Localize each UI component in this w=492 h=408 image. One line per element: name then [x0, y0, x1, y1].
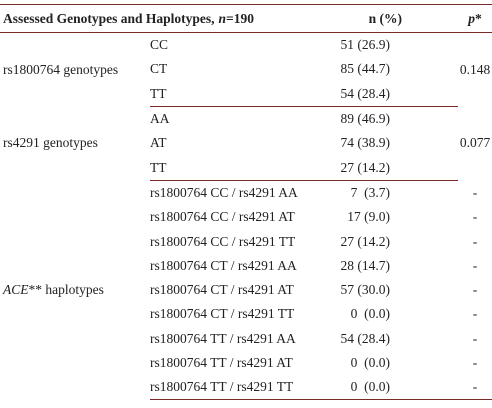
- text-part: *: [475, 10, 482, 26]
- genotype: CT: [150, 61, 168, 77]
- table-row: rs1800764 TT / rs4291 AA 54 (28.4) -: [0, 327, 492, 351]
- table-body: rs1800764 genotypes CC 51 (26.9) 0.148 CT 85 …: [0, 33, 492, 401]
- n-percent: 0 (0.0): [340, 375, 458, 401]
- table-row: rs1800764 TT / rs4291 AT 0 (0.0) -: [0, 351, 492, 375]
- genotype: rs1800764 CC / rs4291 AT: [150, 209, 295, 225]
- p-value: -: [472, 184, 478, 200]
- n-percent: 85 (44.7): [340, 61, 391, 77]
- text-part: =190: [226, 10, 254, 26]
- genotype: TT: [150, 81, 340, 107]
- text-part: ACE: [3, 282, 29, 298]
- genotype: rs1800764 TT / rs4291 AT: [150, 355, 293, 370]
- p-value: -: [472, 233, 478, 249]
- table-row: rs1800764 genotypes CC 51 (26.9) 0.148: [0, 33, 492, 77]
- genotype: rs1800764 CT / rs4291 AT: [150, 282, 294, 298]
- genotype: rs1800764 CC / rs4291 TT: [150, 233, 296, 249]
- group-label: rs1800764 genotypes: [0, 33, 150, 107]
- p-value: -: [472, 355, 478, 370]
- group-label: ACE** haplotypes: [0, 180, 150, 400]
- p-value: -: [458, 375, 492, 401]
- text-part: Assessed Genotypes and Haplotypes,: [3, 10, 215, 26]
- genotype: rs1800764 CC / rs4291 AA: [150, 184, 298, 200]
- genotype: rs1800764 TT / rs4291 TT: [150, 375, 340, 401]
- table-row: rs4291 genotypes AA 89 (46.9) 0.077: [0, 106, 492, 150]
- text-part: p: [468, 10, 475, 26]
- n-percent: 0 (0.0): [350, 306, 390, 322]
- header-row: Assessed Genotypes and Haplotypes, n=190 n…: [0, 4, 492, 33]
- p-value: -: [472, 209, 478, 225]
- genotype: rs1800764 TT / rs4291 AA: [150, 330, 296, 346]
- n-percent: 0 (0.0): [350, 355, 390, 370]
- p-value: -: [472, 282, 478, 298]
- n-percent: 74 (38.9): [340, 135, 391, 151]
- table-row: TT 54 (28.4): [0, 81, 492, 107]
- table-row: CT 85 (44.7): [0, 57, 492, 81]
- n-percent: 7 (3.7): [350, 184, 390, 200]
- header-p: p*: [458, 4, 492, 33]
- table-row: rs1800764 TT / rs4291 TT 0 (0.0) -: [0, 375, 492, 401]
- n-percent: 27 (14.2): [340, 155, 458, 181]
- text-part: rs1800764 genotypes: [3, 61, 119, 77]
- table-row: rs1800764 CC / rs4291 AT 17 (9.0) -: [0, 205, 492, 229]
- p-value: 0.077: [459, 135, 491, 151]
- n-percent: 27 (14.2): [340, 233, 391, 249]
- header-n-percent: n (%): [340, 4, 458, 33]
- table-row: AT 74 (38.9): [0, 131, 492, 155]
- genotype: AA: [150, 111, 170, 127]
- p-value: -: [472, 330, 478, 346]
- text-part: ** haplotypes: [28, 282, 104, 298]
- n-percent: 89 (46.9): [340, 111, 391, 127]
- table-row: rs1800764 CT / rs4291 TT 0 (0.0) -: [0, 302, 492, 326]
- table-row: rs1800764 CC / rs4291 TT 27 (14.2) -: [0, 229, 492, 253]
- text-part: rs4291 genotypes: [3, 135, 98, 151]
- genotype: rs1800764 CT / rs4291 AA: [150, 257, 297, 273]
- genotype: AT: [150, 135, 167, 151]
- table-row: TT 27 (14.2): [0, 155, 492, 181]
- n-percent: 54 (28.4): [340, 81, 458, 107]
- p-value: 0.148: [459, 61, 491, 77]
- table-row: ACE** haplotypes rs1800764 CC / rs4291 AA…: [0, 180, 492, 297]
- p-value: -: [472, 257, 478, 273]
- n-percent: 51 (26.9): [340, 37, 391, 53]
- n-percent: 17 (9.0): [347, 209, 390, 225]
- page: Assessed Genotypes and Haplotypes, n=190 n…: [0, 4, 492, 408]
- header-title: Assessed Genotypes and Haplotypes, n=190: [0, 4, 340, 33]
- table-row: rs1800764 CT / rs4291 AA 28 (14.7) -: [0, 254, 492, 278]
- text-part: n: [218, 10, 227, 26]
- genotype-table: Assessed Genotypes and Haplotypes, n=190 n…: [0, 4, 492, 401]
- n-percent: 57 (30.0): [340, 282, 391, 298]
- n-percent: 54 (28.4): [340, 330, 391, 346]
- genotype: TT: [150, 155, 340, 181]
- genotype: rs1800764 CT / rs4291 TT: [150, 306, 295, 322]
- table-row: rs1800764 CT / rs4291 AT 57 (30.0) -: [0, 278, 492, 302]
- genotype: CC: [150, 37, 169, 53]
- group-label: rs4291 genotypes: [0, 106, 150, 180]
- n-percent: 28 (14.7): [340, 257, 391, 273]
- p-value: -: [472, 306, 478, 322]
